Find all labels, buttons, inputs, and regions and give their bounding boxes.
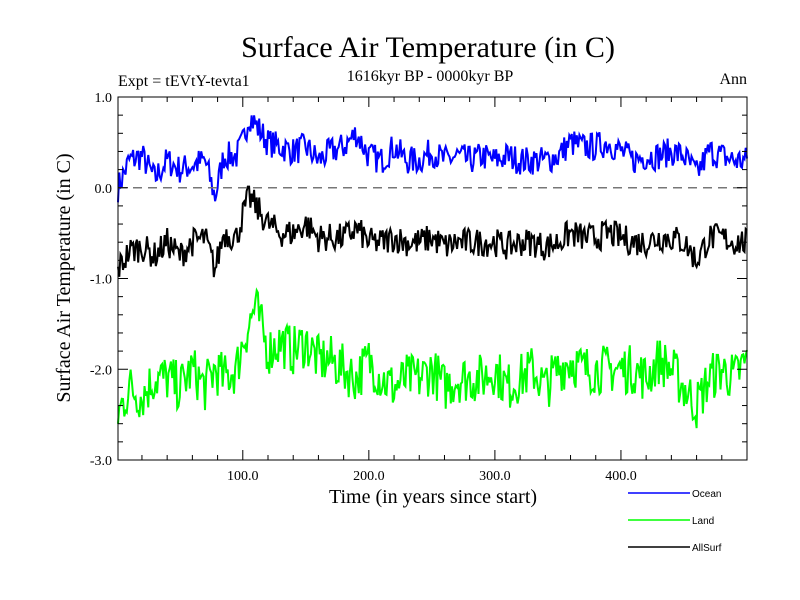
y-tick-label: -3.0 [90, 454, 112, 469]
y-tick-label: -2.0 [90, 363, 112, 378]
series-line-ocean [117, 115, 748, 203]
y-tick-label: 1.0 [95, 91, 113, 106]
y-axis-label: Surface Air Temperature (in C) [53, 153, 75, 402]
chart-title: Surface Air Temperature (in C) [241, 31, 615, 64]
x-axis-label: Time (in years since start) [329, 486, 537, 508]
x-tick-label: 100.0 [227, 469, 259, 484]
season-label: Ann [719, 71, 747, 88]
y-tick-label: 0.0 [95, 182, 113, 197]
y-tick-label: -1.0 [90, 273, 112, 288]
legend: Ocean Land AllSurf [628, 489, 722, 554]
legend-label-allsurf: AllSurf [692, 543, 722, 554]
experiment-label: Expt = tEVtY-tevta1 [118, 73, 250, 90]
series-line-land [117, 287, 748, 429]
x-tick-label: 400.0 [605, 469, 637, 484]
series-line-allsurf [117, 185, 748, 278]
x-tick-label: 200.0 [353, 469, 385, 484]
x-tick-label: 300.0 [479, 469, 511, 484]
plot-frame [117, 96, 748, 461]
legend-label-land: Land [692, 516, 714, 527]
legend-label-ocean: Ocean [692, 489, 721, 500]
period-label: 1616kyr BP - 0000kyr BP [347, 68, 514, 85]
plot-area: 100.0 200.0 300.0 400.0 1.0 0.0 -1.0 -2.0 -3.0 [90, 91, 748, 484]
